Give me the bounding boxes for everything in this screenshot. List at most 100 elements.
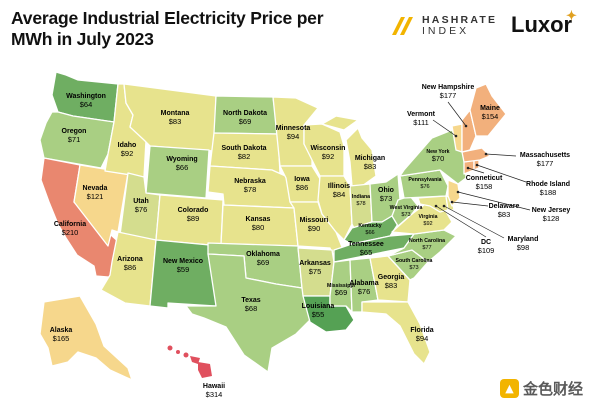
svg-text:Missouri: Missouri [300, 217, 329, 224]
jinse-logo-icon: ▲ [500, 379, 519, 398]
svg-text:Delaware: Delaware [489, 203, 520, 210]
svg-text:$73: $73 [380, 194, 393, 203]
hashrate-logo-icon [392, 17, 413, 35]
svg-text:Oklahoma: Oklahoma [246, 251, 280, 258]
svg-text:Washington: Washington [66, 93, 106, 100]
svg-text:Arkansas: Arkansas [299, 260, 331, 267]
label-AR: Arkansas$75 [299, 260, 331, 276]
svg-text:$86: $86 [124, 263, 137, 272]
label-TN: Tennessee$65 [348, 241, 384, 257]
svg-text:$109: $109 [478, 246, 495, 255]
svg-text:$92: $92 [121, 149, 134, 158]
label-IA: Iowa$86 [294, 176, 310, 192]
svg-text:$89: $89 [187, 214, 200, 223]
svg-text:$83: $83 [498, 210, 511, 219]
svg-text:Alabama: Alabama [349, 280, 378, 287]
title-line-2: MWh in July 2023 [11, 29, 154, 49]
label-MI: Michigan$83 [355, 155, 385, 171]
label-SC: South Carolina$73 [396, 258, 433, 271]
state-OR[interactable] [39, 111, 115, 169]
svg-text:$59: $59 [177, 265, 190, 274]
map-title: Average Industrial Electricity Price per… [11, 8, 341, 50]
state-TX[interactable] [185, 253, 311, 373]
state-ME[interactable] [469, 83, 507, 137]
svg-text:$73: $73 [409, 265, 418, 271]
svg-text:$66: $66 [365, 230, 374, 236]
leader-DE [451, 201, 489, 207]
svg-text:$165: $165 [53, 334, 70, 343]
svg-text:New Mexico: New Mexico [163, 258, 203, 265]
state-FL[interactable] [361, 301, 431, 365]
state-MA[interactable] [461, 147, 491, 163]
svg-text:Texas: Texas [241, 297, 260, 304]
svg-text:Tennessee: Tennessee [348, 241, 384, 248]
label-DC: DC$109 [478, 239, 495, 255]
state-GA[interactable] [369, 255, 411, 303]
label-GA: Georgia$83 [378, 274, 405, 290]
label-WY: Wyoming$66 [166, 156, 197, 172]
label-AZ: Arizona$86 [117, 256, 143, 272]
svg-text:$71: $71 [68, 135, 81, 144]
svg-text:$70: $70 [432, 154, 445, 163]
state-NH[interactable] [461, 109, 477, 153]
svg-text:Oregon: Oregon [62, 128, 87, 135]
svg-text:$128: $128 [543, 214, 560, 223]
label-AL: Alabama$76 [349, 280, 378, 296]
svg-text:South Carolina: South Carolina [396, 258, 433, 264]
svg-text:DC: DC [481, 239, 491, 246]
label-VA: Virginia$92 [419, 214, 438, 227]
watermark-text: 金色财经 [523, 380, 584, 398]
svg-text:$177: $177 [440, 91, 457, 100]
label-RI: Rhode Island$188 [526, 181, 570, 197]
svg-text:West Virginia: West Virginia [390, 205, 423, 211]
label-ND: North Dakota$69 [223, 110, 267, 126]
svg-text:$73: $73 [401, 212, 410, 218]
label-MD: Maryland$98 [508, 236, 539, 252]
state-AK[interactable] [39, 295, 133, 381]
svg-text:Kentucky: Kentucky [358, 223, 381, 229]
svg-text:Louisiana: Louisiana [302, 303, 335, 310]
sun-icon: ✦ [566, 8, 577, 23]
label-AK: Alaska$165 [50, 327, 73, 343]
svg-text:$77: $77 [422, 245, 431, 251]
svg-text:$92: $92 [322, 152, 335, 161]
state-NY[interactable] [399, 129, 467, 185]
svg-text:$86: $86 [296, 183, 309, 192]
svg-text:$66: $66 [176, 163, 189, 172]
state-NJ[interactable] [447, 179, 461, 207]
svg-text:Idaho: Idaho [118, 142, 137, 149]
label-MS: Mississippi$69 [327, 283, 356, 297]
svg-text:$68: $68 [245, 304, 258, 313]
svg-text:Hawaii: Hawaii [203, 383, 225, 390]
svg-text:New York: New York [426, 149, 449, 155]
label-FL: Florida$94 [410, 327, 433, 343]
label-MT: Montana$83 [161, 110, 190, 126]
svg-text:$188: $188 [540, 188, 557, 197]
label-CO: Colorado$89 [178, 207, 209, 223]
label-KY: Kentucky$66 [358, 223, 381, 236]
state-MI[interactable] [321, 115, 377, 187]
svg-text:Kansas: Kansas [246, 216, 271, 223]
leader-MD [443, 205, 505, 239]
luxor-logo-text: Luxor [511, 12, 573, 37]
svg-text:$83: $83 [385, 281, 398, 290]
svg-text:$94: $94 [416, 334, 429, 343]
label-VT: Vermont$111 [407, 111, 436, 127]
label-ID: Idaho$92 [118, 142, 137, 158]
hashrate-logo-text: HASHRATE [422, 14, 498, 26]
svg-text:$98: $98 [517, 243, 530, 252]
svg-text:$76: $76 [135, 205, 148, 214]
label-NE: Nebraska$78 [234, 178, 266, 194]
label-DE: Delaware$83 [489, 203, 520, 219]
svg-text:$55: $55 [312, 310, 325, 319]
label-SD: South Dakota$82 [221, 145, 266, 161]
svg-text:New Hampshire: New Hampshire [422, 84, 475, 91]
label-IL: Illinois$84 [328, 183, 350, 199]
svg-text:Wisconsin: Wisconsin [311, 145, 346, 152]
svg-text:$154: $154 [482, 112, 499, 121]
svg-text:$78: $78 [244, 185, 257, 194]
state-HI[interactable] [167, 345, 213, 379]
label-NM: New Mexico$59 [163, 258, 203, 274]
svg-text:California: California [54, 221, 86, 228]
svg-text:Virginia: Virginia [419, 214, 438, 220]
